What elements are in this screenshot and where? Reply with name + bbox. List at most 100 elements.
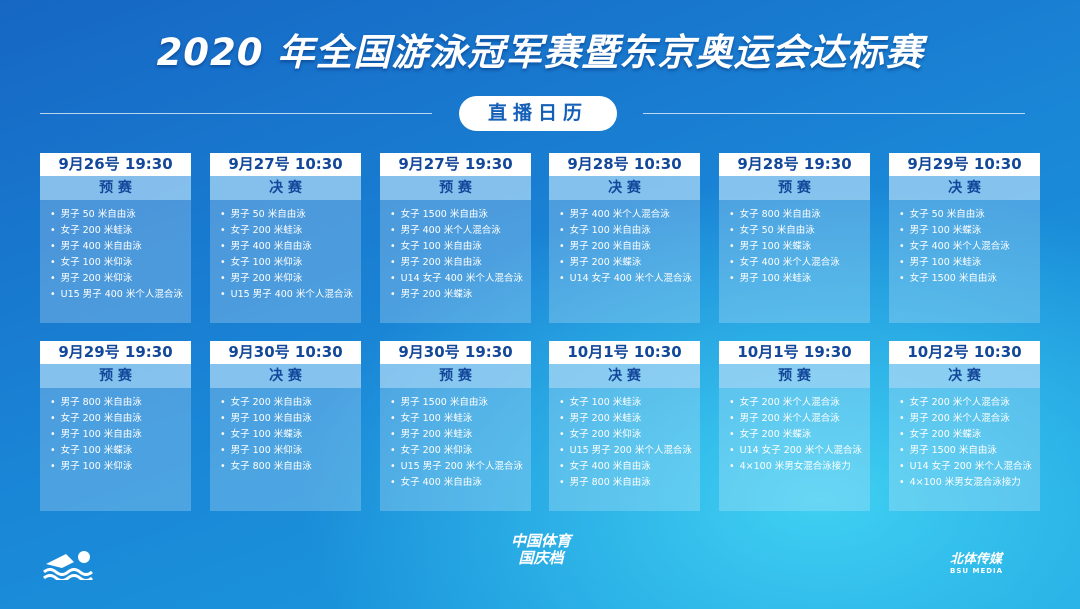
event: 男子 200 米自由泳 — [559, 239, 700, 255]
event: 男子 400 米个人混合泳 — [559, 207, 700, 223]
event: 男子 200 米仰泳 — [220, 271, 361, 287]
card: 9月28号 19:30预 赛女子 800 米自由泳女子 50 米自由泳男子 10… — [719, 153, 870, 323]
event: U14 女子 400 米个人混合泳 — [559, 271, 700, 287]
event: 男子 200 米蝶泳 — [559, 255, 700, 271]
card-date: 9月30号 19:30 — [380, 341, 531, 364]
event: 女子 100 米蝶泳 — [50, 443, 191, 459]
card-stage: 预 赛 — [380, 364, 531, 388]
card: 9月27号 19:30预 赛女子 1500 米自由泳男子 400 米个人混合泳女… — [380, 153, 531, 323]
event: 4×100 米男女混合泳接力 — [729, 459, 870, 475]
card-stage: 预 赛 — [719, 176, 870, 200]
card-stage: 预 赛 — [40, 364, 191, 388]
event: 男子 100 米蛙泳 — [899, 255, 1040, 271]
event: 女子 200 米仰泳 — [390, 443, 531, 459]
logo-name: 北体传媒 — [950, 552, 1003, 567]
card-events: 女子 200 米个人混合泳男子 200 米个人混合泳女子 200 米蝶泳男子 1… — [889, 388, 1040, 511]
card: 9月27号 10:30决 赛男子 50 米自由泳女子 200 米蛙泳男子 400… — [210, 153, 361, 323]
event: 女子 50 米自由泳 — [729, 223, 870, 239]
card-events: 男子 50 米自由泳女子 200 米蛙泳男子 400 米自由泳女子 100 米仰… — [40, 200, 191, 323]
card-events: 女子 1500 米自由泳男子 400 米个人混合泳女子 100 米自由泳男子 2… — [380, 200, 531, 323]
card-stage: 决 赛 — [210, 364, 361, 388]
divider — [40, 113, 432, 114]
card: 9月30号 10:30决 赛女子 200 米自由泳男子 100 米自由泳女子 1… — [210, 341, 361, 511]
swim-icon — [43, 551, 93, 580]
divider — [643, 113, 1025, 114]
card-date: 9月27号 19:30 — [380, 153, 531, 176]
event: 女子 200 米仰泳 — [559, 427, 700, 443]
event: U14 女子 400 米个人混合泳 — [390, 271, 531, 287]
event: 男子 200 米蝶泳 — [390, 287, 531, 303]
event: 男子 800 米自由泳 — [559, 475, 700, 491]
card-events: 女子 800 米自由泳女子 50 米自由泳男子 100 米蝶泳女子 400 米个… — [719, 200, 870, 323]
card-events: 女子 200 米个人混合泳男子 200 米个人混合泳女子 200 米蝶泳U14 … — [719, 388, 870, 511]
card-stage: 决 赛 — [889, 364, 1040, 388]
logo-sub: BSU MEDIA — [950, 567, 1004, 575]
event: 男子 1500 米自由泳 — [390, 395, 531, 411]
event: 女子 50 米自由泳 — [899, 207, 1040, 223]
event: 男子 400 米自由泳 — [220, 239, 361, 255]
card-stage: 决 赛 — [549, 364, 700, 388]
card-events: 男子 400 米个人混合泳女子 100 米自由泳男子 200 米自由泳男子 20… — [549, 200, 700, 323]
event: 男子 200 米个人混合泳 — [899, 411, 1040, 427]
card-date: 9月26号 19:30 — [40, 153, 191, 176]
card-events: 男子 50 米自由泳女子 200 米蛙泳男子 400 米自由泳女子 100 米仰… — [210, 200, 361, 323]
card-date: 10月1号 10:30 — [549, 341, 700, 364]
event: 男子 100 米蛙泳 — [729, 271, 870, 287]
event: 女子 200 米个人混合泳 — [899, 395, 1040, 411]
event: 女子 100 米自由泳 — [390, 239, 531, 255]
event: 女子 400 米自由泳 — [390, 475, 531, 491]
event: 男子 1500 米自由泳 — [899, 443, 1040, 459]
event: 女子 200 米自由泳 — [50, 411, 191, 427]
card: 9月29号 10:30决 赛女子 50 米自由泳男子 100 米蝶泳女子 400… — [889, 153, 1040, 323]
event: 4×100 米男女混合泳接力 — [899, 475, 1040, 491]
event: 男子 100 米蝶泳 — [729, 239, 870, 255]
card-date: 10月1号 19:30 — [719, 341, 870, 364]
event: 男子 200 米个人混合泳 — [729, 411, 870, 427]
card-events: 女子 200 米自由泳男子 100 米自由泳女子 100 米蝶泳男子 100 米… — [210, 388, 361, 511]
card-stage: 决 赛 — [210, 176, 361, 200]
event: 女子 100 米仰泳 — [50, 255, 191, 271]
logo-text: 中国体育 — [510, 532, 571, 550]
card-date: 9月28号 19:30 — [719, 153, 870, 176]
card-events: 女子 100 米蛙泳男子 200 米蛙泳女子 200 米仰泳U15 男子 200… — [549, 388, 700, 511]
event: 女子 200 米蛙泳 — [220, 223, 361, 239]
event: 女子 800 米自由泳 — [729, 207, 870, 223]
subtitle: 直播日历 — [459, 96, 617, 131]
title: 2020 年全国游泳冠军赛暨东京奥运会达标赛 — [156, 31, 924, 74]
event: 女子 100 米自由泳 — [559, 223, 700, 239]
event: 女子 100 米蝶泳 — [220, 427, 361, 443]
card-events: 男子 1500 米自由泳女子 100 米蛙泳男子 200 米蛙泳女子 200 米… — [380, 388, 531, 511]
event: 男子 800 米自由泳 — [50, 395, 191, 411]
card: 9月30号 19:30预 赛男子 1500 米自由泳女子 100 米蛙泳男子 2… — [380, 341, 531, 511]
card: 10月1号 19:30预 赛女子 200 米个人混合泳男子 200 米个人混合泳… — [719, 341, 870, 511]
card: 10月1号 10:30决 赛女子 100 米蛙泳男子 200 米蛙泳女子 200… — [549, 341, 700, 511]
card-events: 女子 50 米自由泳男子 100 米蝶泳女子 400 米个人混合泳男子 100 … — [889, 200, 1040, 323]
event: 男子 50 米自由泳 — [50, 207, 191, 223]
event: 女子 200 米个人混合泳 — [729, 395, 870, 411]
card-stage: 预 赛 — [719, 364, 870, 388]
event: U15 男子 200 米个人混合泳 — [390, 459, 531, 475]
card: 9月28号 10:30决 赛男子 400 米个人混合泳女子 100 米自由泳男子… — [549, 153, 700, 323]
event: 男子 200 米自由泳 — [390, 255, 531, 271]
card: 9月29号 19:30预 赛男子 800 米自由泳女子 200 米自由泳男子 1… — [40, 341, 191, 511]
event: 男子 50 米自由泳 — [220, 207, 361, 223]
logo-text: 国庆档 — [518, 549, 564, 567]
card-date: 10月2号 10:30 — [889, 341, 1040, 364]
event: 男子 100 米仰泳 — [220, 443, 361, 459]
event: 女子 1500 米自由泳 — [899, 271, 1040, 287]
event: U15 男子 400 米个人混合泳 — [50, 287, 191, 303]
event: 女子 400 米自由泳 — [559, 459, 700, 475]
card-date: 9月30号 10:30 — [210, 341, 361, 364]
event: 女子 1500 米自由泳 — [390, 207, 531, 223]
event: 女子 100 米蛙泳 — [390, 411, 531, 427]
event: 女子 800 米自由泳 — [220, 459, 361, 475]
event: 女子 200 米蝶泳 — [729, 427, 870, 443]
event: U15 男子 400 米个人混合泳 — [220, 287, 361, 303]
card-stage: 预 赛 — [40, 176, 191, 200]
event: 女子 400 米个人混合泳 — [729, 255, 870, 271]
right-logo: 北体传媒 BSU MEDIA — [950, 548, 1003, 575]
event: 女子 400 米个人混合泳 — [899, 239, 1040, 255]
card-date: 9月29号 19:30 — [40, 341, 191, 364]
event: 男子 400 米自由泳 — [50, 239, 191, 255]
